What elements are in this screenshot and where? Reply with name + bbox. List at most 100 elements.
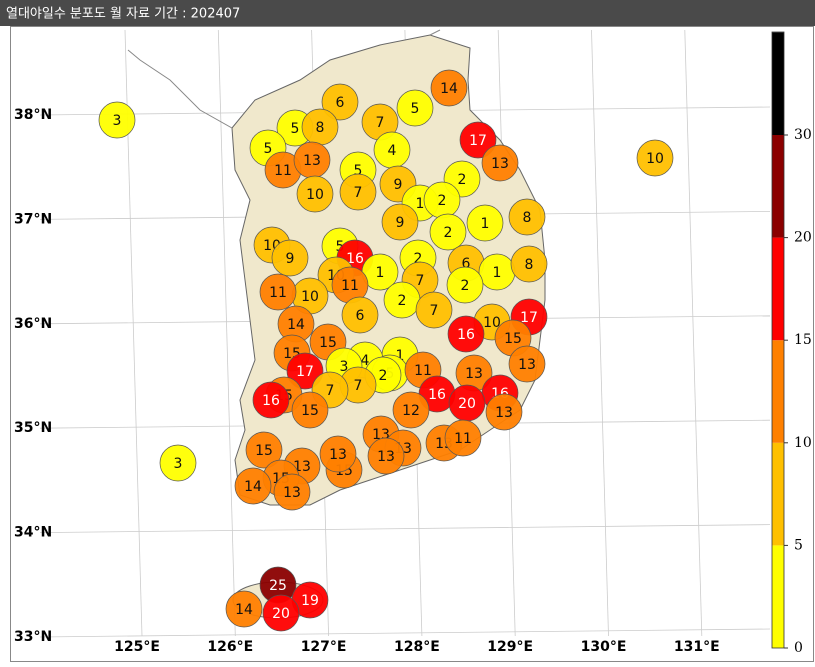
station-value: 10 bbox=[483, 315, 501, 331]
station-value: 3 bbox=[174, 456, 183, 472]
station-circle bbox=[466, 204, 504, 242]
station-value: 17 bbox=[520, 310, 538, 326]
station-circle bbox=[508, 345, 546, 383]
station-value: 13 bbox=[491, 156, 509, 172]
station-value: 7 bbox=[430, 303, 439, 319]
station-value: 17 bbox=[296, 364, 314, 380]
station-circle bbox=[447, 315, 485, 353]
station-value: 2 bbox=[461, 278, 470, 294]
colorbar-segment bbox=[772, 135, 784, 238]
station-value: 8 bbox=[523, 210, 532, 226]
station-circle bbox=[245, 431, 283, 469]
station-circle bbox=[636, 139, 674, 177]
station-value: 15 bbox=[319, 335, 337, 351]
header-bar bbox=[0, 0, 815, 26]
lon-grid-line bbox=[591, 29, 609, 637]
lon-label: 129°E bbox=[487, 639, 533, 655]
station-value: 10 bbox=[301, 289, 319, 305]
station-circle bbox=[252, 381, 290, 419]
station-value: 13 bbox=[495, 405, 513, 421]
station-circle bbox=[98, 101, 136, 139]
coastline-north bbox=[127, 29, 441, 129]
lat-label: 37°N bbox=[14, 211, 52, 227]
station-value: 16 bbox=[262, 393, 280, 409]
station-circle bbox=[444, 419, 482, 457]
station-circle bbox=[381, 203, 419, 241]
station-value: 11 bbox=[414, 363, 432, 379]
station-value: 25 bbox=[269, 578, 287, 594]
station-circle bbox=[271, 239, 309, 277]
station-value: 7 bbox=[326, 383, 335, 399]
station-value: 12 bbox=[402, 403, 420, 419]
station-value: 16 bbox=[428, 387, 446, 403]
station-circle bbox=[508, 198, 546, 236]
station-value: 7 bbox=[416, 273, 425, 289]
station-value: 7 bbox=[354, 378, 363, 394]
lat-grid-line bbox=[39, 524, 771, 533]
station-value: 2 bbox=[414, 251, 423, 267]
station-circle bbox=[396, 89, 434, 127]
station-value: 15 bbox=[255, 443, 273, 459]
lon-label: 128°E bbox=[394, 639, 440, 655]
station-value: 1 bbox=[481, 216, 490, 232]
lat-label: 34°N bbox=[14, 525, 52, 541]
lon-label: 126°E bbox=[207, 639, 253, 655]
station-value: 8 bbox=[525, 257, 534, 273]
station-value: 14 bbox=[244, 479, 262, 495]
station-value: 6 bbox=[356, 308, 365, 324]
station-value: 16 bbox=[457, 327, 475, 343]
station-circle bbox=[234, 467, 272, 505]
colorbar-segment bbox=[772, 545, 784, 648]
station-value: 15 bbox=[504, 331, 522, 347]
station-circle bbox=[321, 83, 359, 121]
station-value: 2 bbox=[379, 368, 388, 384]
station-circle bbox=[225, 590, 263, 628]
station-value: 13 bbox=[465, 366, 483, 382]
station-value: 6 bbox=[462, 256, 471, 272]
station-value: 11 bbox=[454, 431, 472, 447]
station-value: 11 bbox=[269, 285, 287, 301]
station-value: 8 bbox=[316, 120, 325, 136]
station-value: 16 bbox=[346, 251, 364, 267]
station-circle bbox=[415, 291, 453, 329]
station-value: 7 bbox=[354, 185, 363, 201]
station-value: 9 bbox=[286, 251, 295, 267]
station-circle bbox=[392, 391, 430, 429]
lon-label: 131°E bbox=[674, 639, 720, 655]
lon-label: 130°E bbox=[581, 639, 627, 655]
colorbar-tick-label: 20 bbox=[794, 230, 812, 246]
station-value: 10 bbox=[646, 151, 664, 167]
station-circle bbox=[262, 594, 300, 632]
station-value: 10 bbox=[306, 187, 324, 203]
station-value: 5 bbox=[264, 141, 273, 157]
station-value: 4 bbox=[361, 353, 370, 369]
station-value: 7 bbox=[376, 115, 385, 131]
station-value: 2 bbox=[458, 172, 467, 188]
colorbar-tick-label: 10 bbox=[794, 435, 812, 451]
station-value: 14 bbox=[287, 317, 305, 333]
colorbar-segment bbox=[772, 340, 784, 443]
station-circle bbox=[367, 437, 405, 475]
station-value: 11 bbox=[341, 278, 359, 294]
lat-label: 38°N bbox=[14, 107, 52, 123]
station-value: 13 bbox=[377, 449, 395, 465]
colorbar: 0 5 10 15 20 30 bbox=[771, 31, 812, 656]
colorbar-tick-label: 0 bbox=[794, 640, 803, 656]
station-circle bbox=[485, 393, 523, 431]
station-value: 2 bbox=[398, 293, 407, 309]
station-circle bbox=[259, 273, 297, 311]
station-value: 13 bbox=[518, 357, 536, 373]
station-value: 9 bbox=[396, 215, 405, 231]
lat-label: 36°N bbox=[14, 316, 52, 332]
station-value: 17 bbox=[469, 133, 487, 149]
station-circle bbox=[339, 173, 377, 211]
station-value: 2 bbox=[444, 225, 453, 241]
station-value: 1 bbox=[493, 265, 502, 281]
station-circle bbox=[429, 213, 467, 251]
lat-label: 33°N bbox=[14, 629, 52, 645]
colorbar-tick-label: 15 bbox=[794, 332, 812, 348]
station-value: 5 bbox=[336, 239, 345, 255]
station-circle bbox=[286, 352, 324, 390]
